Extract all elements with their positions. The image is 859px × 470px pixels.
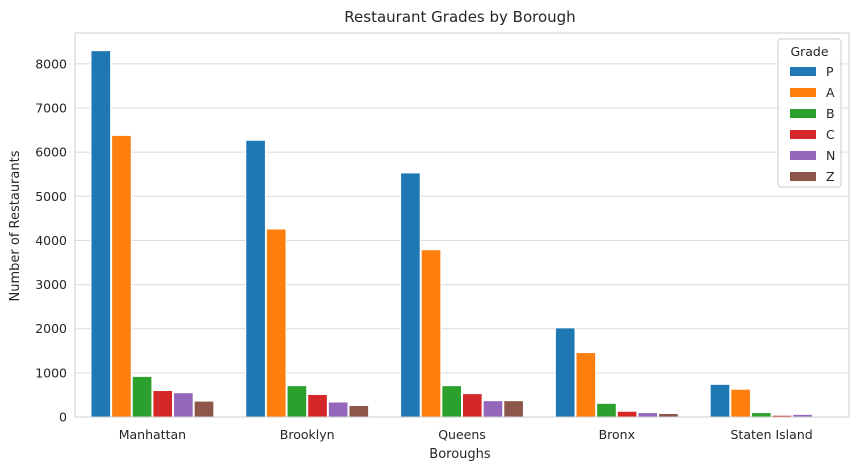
legend-label-C: C <box>826 127 835 142</box>
bars <box>90 50 834 418</box>
legend-title: Grade <box>790 44 828 59</box>
bar-Z-queens <box>503 400 524 418</box>
bar-A-staten-island <box>730 388 751 418</box>
bar-P-staten-island <box>709 383 731 418</box>
legend-label-Z: Z <box>826 169 835 184</box>
legend-label-B: B <box>826 106 835 121</box>
y-tick-label: 6000 <box>35 145 67 160</box>
bar-P-queens <box>400 172 421 418</box>
x-tick-label: Brooklyn <box>280 427 335 442</box>
bar-A-bronx <box>575 352 597 418</box>
legend-swatch-Z <box>790 172 816 181</box>
y-tick-label: 3000 <box>35 277 67 292</box>
legend-swatch-A <box>790 88 816 97</box>
bar-N-brooklyn <box>327 401 349 418</box>
bar-C-manhattan <box>152 390 174 418</box>
x-tick-label: Staten Island <box>731 427 813 442</box>
bar-N-manhattan <box>173 392 194 418</box>
axes: 0 1000 2000 3000 4000 5000 6000 7000 8000 Manhatt… <box>35 32 850 442</box>
x-tick-label: Bronx <box>599 427 635 442</box>
bar-Z-brooklyn <box>348 405 370 418</box>
bar-C-bronx <box>616 410 638 418</box>
legend-swatch-C <box>790 130 816 139</box>
bar-Z-manhattan <box>193 400 215 418</box>
bar-A-queens <box>420 249 442 418</box>
legend-swatch-B <box>790 109 816 118</box>
bar-B-staten-island <box>750 412 772 418</box>
bar-N-queens <box>482 400 504 418</box>
y-tick-label: 7000 <box>35 101 67 116</box>
bar-P-brooklyn <box>245 139 266 418</box>
bar-P-manhattan <box>90 50 112 418</box>
legend-label-N: N <box>826 148 835 163</box>
bar-N-bronx <box>637 412 659 418</box>
bar-A-brooklyn <box>265 228 287 418</box>
chart-title: Restaurant Grades by Borough <box>344 8 575 26</box>
y-axis-label: Number of Restaurants <box>8 150 23 301</box>
bar-C-queens <box>462 393 483 418</box>
legend-swatch-N <box>790 151 816 160</box>
x-axis-label: Boroughs <box>429 447 491 462</box>
y-tick-label: 8000 <box>35 56 67 71</box>
bar-C-brooklyn <box>307 393 328 418</box>
legend-label-P: P <box>826 64 834 79</box>
bar-B-manhattan <box>131 375 153 418</box>
y-tick-label: 4000 <box>35 233 67 248</box>
y-tick-label: 0 <box>59 410 67 425</box>
x-tick-label: Manhattan <box>119 427 186 442</box>
bar-Z-bronx <box>658 412 679 418</box>
bar-B-queens <box>441 385 462 418</box>
x-tick-label: Queens <box>438 427 486 442</box>
bar-B-brooklyn <box>286 385 308 418</box>
y-tick-label: 5000 <box>35 189 67 204</box>
bar-A-manhattan <box>111 134 132 418</box>
y-tick-label: 2000 <box>35 321 67 336</box>
bar-P-bronx <box>554 327 576 418</box>
legend-label-A: A <box>826 85 835 100</box>
bar-B-bronx <box>596 402 617 418</box>
y-tick-label: 1000 <box>35 365 67 380</box>
legend-swatch-P <box>790 67 816 76</box>
plot-frame <box>74 32 850 418</box>
